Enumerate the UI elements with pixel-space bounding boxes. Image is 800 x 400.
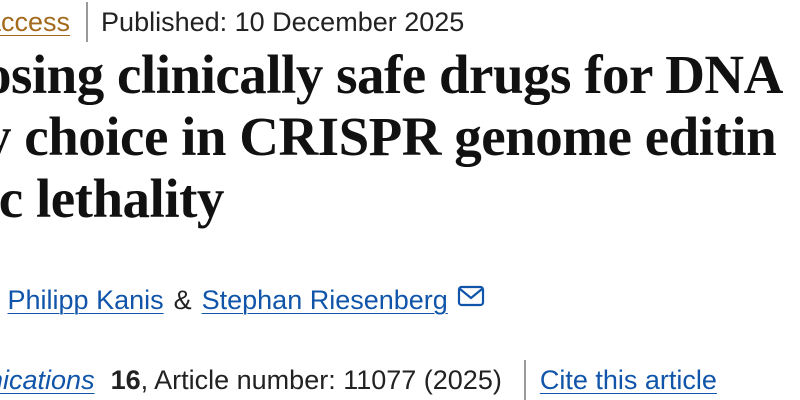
published-date: Published: 10 December 2025 — [101, 6, 465, 37]
author-link-philipp-kanis[interactable]: Philipp Kanis — [7, 284, 164, 315]
author-link-stephan-riesenberg[interactable]: Stephan Riesenberg — [201, 284, 448, 315]
open-access-link[interactable]: access — [0, 6, 71, 37]
cite-this-article-link[interactable]: Cite this article — [539, 364, 717, 395]
article-meta-row: access Published: 10 December 2025 — [0, 2, 464, 42]
author-list: , Philipp Kanis & Stephan Riesenberg — [0, 280, 485, 320]
mail-icon[interactable] — [457, 284, 485, 308]
article-title: osing clinically safe drugs for DNA y ch… — [0, 44, 800, 230]
meta-separator — [86, 2, 89, 42]
article-title-line-3: ic lethality — [0, 168, 224, 229]
article-title-line-2: y choice in CRISPR genome editin — [0, 106, 777, 167]
article-title-line-1: osing clinically safe drugs for DNA — [0, 44, 783, 105]
volume-number: 16 — [110, 364, 141, 395]
citation-separator — [523, 360, 526, 400]
article-number: , Article number: 11077 (2025) — [140, 364, 502, 395]
citation-row: nications 16 , Article number: 11077 (20… — [0, 360, 717, 400]
author-ampersand: & — [173, 284, 192, 315]
journal-link[interactable]: nications — [0, 364, 95, 395]
